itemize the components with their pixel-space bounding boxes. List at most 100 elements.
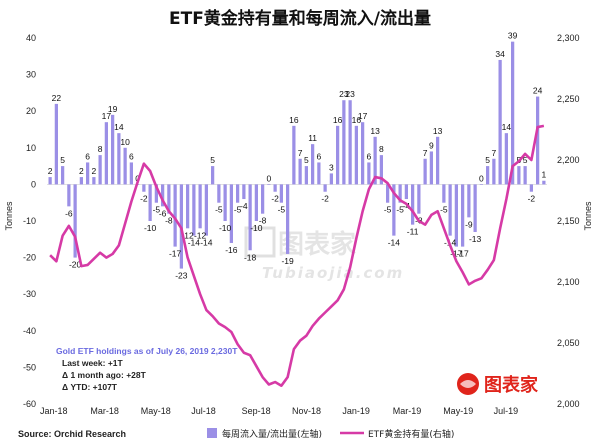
bar-value-label: 16 bbox=[352, 115, 362, 125]
bar-value-label: 7 bbox=[492, 148, 497, 158]
bar-value-label: 7 bbox=[298, 148, 303, 158]
bar bbox=[236, 184, 240, 203]
bar bbox=[479, 184, 483, 185]
bar-value-label: -5 bbox=[384, 205, 392, 215]
bar bbox=[104, 122, 108, 185]
bar-value-label: 22 bbox=[52, 93, 62, 103]
bar bbox=[229, 184, 233, 243]
bar bbox=[367, 162, 371, 185]
bar bbox=[361, 122, 365, 185]
bar-value-label: 6 bbox=[317, 151, 322, 161]
bar bbox=[448, 184, 452, 236]
bar bbox=[323, 184, 327, 192]
bar-value-label: -18 bbox=[244, 252, 257, 262]
bar-value-label: -5 bbox=[215, 205, 223, 215]
bar bbox=[86, 162, 90, 185]
bar-value-label: 17 bbox=[358, 111, 368, 121]
bar-value-label: -10 bbox=[250, 223, 263, 233]
bar-value-label: 9 bbox=[429, 140, 434, 150]
bar-value-label: -4 bbox=[240, 201, 248, 211]
left-tick-label: 0 bbox=[31, 179, 36, 189]
bar bbox=[173, 184, 177, 247]
bar-value-label: 16 bbox=[333, 115, 343, 125]
bar bbox=[54, 103, 58, 185]
bar-value-label: 11 bbox=[308, 133, 317, 143]
plot-area: 2225-6-2026281719141060-2-10-5-6-8-17-23… bbox=[47, 31, 547, 387]
bar bbox=[442, 184, 446, 203]
bar-value-label: 5 bbox=[485, 155, 490, 165]
bar-value-label: -17 bbox=[450, 249, 463, 259]
bar-value-label: -5 bbox=[234, 205, 242, 215]
bar-value-label: -2 bbox=[271, 194, 279, 204]
logo-text: 图表家 bbox=[484, 374, 539, 396]
bar-value-label: -14 bbox=[388, 238, 401, 248]
legend-bar-swatch bbox=[207, 428, 217, 438]
bar bbox=[267, 184, 271, 185]
bar bbox=[148, 184, 152, 221]
bar-value-label: -5 bbox=[278, 205, 286, 215]
x-tick-label: Jan-19 bbox=[342, 406, 370, 416]
left-tick-label: 20 bbox=[26, 106, 36, 116]
bar-value-label: 10 bbox=[120, 137, 130, 147]
right-tick-label: 2,150 bbox=[557, 216, 580, 226]
bar bbox=[211, 166, 215, 185]
bar-value-label: -2 bbox=[140, 194, 148, 204]
tubiaojia-logo: 图表家 bbox=[457, 373, 539, 396]
bar bbox=[154, 184, 158, 203]
bar bbox=[392, 184, 396, 236]
bar-value-label: -20 bbox=[69, 260, 82, 270]
bar bbox=[523, 166, 527, 185]
bar bbox=[517, 166, 521, 185]
bar bbox=[342, 100, 346, 185]
source-text: Source: Orchid Research bbox=[18, 429, 126, 439]
bar bbox=[461, 184, 465, 247]
right-tick-label: 2,000 bbox=[557, 399, 580, 409]
bar-value-label: 8 bbox=[379, 144, 384, 154]
bar bbox=[273, 184, 277, 192]
bar-value-label: -23 bbox=[175, 271, 188, 281]
bar-value-label: -17 bbox=[456, 249, 469, 259]
bar bbox=[98, 155, 102, 185]
bar-value-label: 23 bbox=[339, 89, 349, 99]
bar-value-label: 17 bbox=[102, 111, 112, 121]
bar-value-label: 3 bbox=[329, 162, 334, 172]
bar bbox=[436, 136, 440, 185]
bar bbox=[304, 166, 308, 185]
bar-value-label: -9 bbox=[465, 219, 473, 229]
bar bbox=[204, 184, 208, 236]
x-tick-label: May-19 bbox=[443, 406, 473, 416]
bar-value-label: 6 bbox=[129, 151, 134, 161]
left-tick-label: -20 bbox=[23, 253, 36, 263]
left-tick-label: 30 bbox=[26, 70, 36, 80]
left-axis: 40 30 20 10 0 -10 -20 -30 -40 -50 -60 bbox=[23, 33, 36, 409]
right-tick-label: 2,050 bbox=[557, 338, 580, 348]
bar bbox=[142, 184, 146, 192]
left-axis-title: Tonnes bbox=[4, 201, 14, 231]
bar bbox=[423, 158, 427, 185]
bar bbox=[254, 184, 258, 221]
bar-value-label: 1 bbox=[542, 170, 547, 180]
bar-value-label: -8 bbox=[165, 216, 173, 226]
holdings-note: Gold ETF holdings as of July 26, 2019 2,… bbox=[56, 346, 238, 392]
left-tick-label: -30 bbox=[23, 289, 36, 299]
watermark-en: Tubiaojia.com bbox=[262, 264, 404, 282]
bar-value-label: -6 bbox=[159, 208, 167, 218]
bar bbox=[129, 162, 133, 185]
bar bbox=[467, 184, 471, 218]
bar bbox=[354, 125, 358, 185]
bar-labels: 2225-6-2026281719141060-2-10-5-6-8-17-23… bbox=[48, 31, 547, 281]
bar bbox=[217, 184, 221, 203]
bar bbox=[386, 184, 390, 203]
bar bbox=[317, 162, 321, 185]
bar bbox=[61, 166, 65, 185]
bar-value-label: 5 bbox=[523, 155, 528, 165]
bar-value-label: 5 bbox=[60, 155, 65, 165]
x-tick-label: Sep-18 bbox=[242, 406, 271, 416]
left-tick-label: -40 bbox=[23, 326, 36, 336]
bar bbox=[67, 184, 71, 207]
note-ytd: Δ YTD: +107T bbox=[62, 382, 118, 392]
bar-value-label: -12 bbox=[194, 230, 207, 240]
bar-value-label: 23 bbox=[345, 89, 355, 99]
bar bbox=[292, 125, 296, 185]
